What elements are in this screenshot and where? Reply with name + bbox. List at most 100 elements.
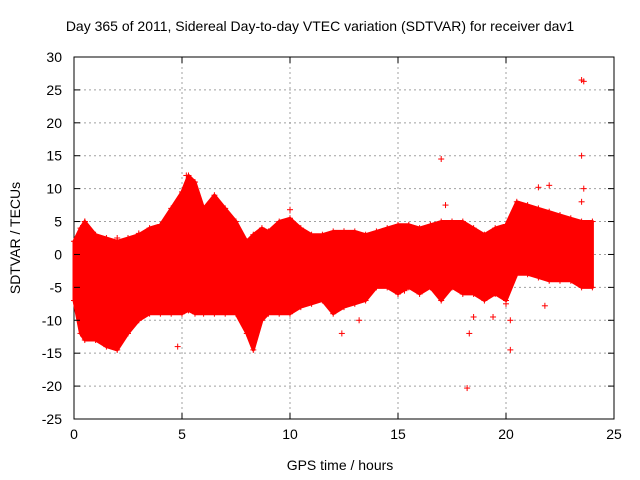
outlier-point — [507, 346, 514, 353]
data-point — [191, 310, 198, 317]
data-point — [276, 218, 283, 225]
data-point — [513, 271, 520, 278]
y-tick-label: -25 — [42, 411, 62, 427]
data-point — [578, 284, 585, 291]
x-axis-label: GPS time / hours — [287, 457, 394, 473]
data-point — [567, 215, 574, 222]
data-point — [125, 235, 131, 241]
data-point — [589, 218, 596, 225]
outlier-point — [541, 302, 548, 309]
data-point — [135, 317, 142, 324]
tick-marks — [73, 56, 615, 420]
outlier-point — [580, 78, 587, 85]
outlier-point — [287, 206, 293, 213]
data-point — [146, 225, 153, 232]
data-point — [81, 337, 88, 344]
data-point — [351, 228, 358, 235]
data-point — [427, 284, 434, 291]
data-point — [395, 290, 401, 297]
y-tick-label: 5 — [54, 214, 62, 230]
outlier-point — [466, 330, 473, 337]
data-point — [416, 225, 423, 232]
data-point — [546, 277, 553, 284]
data-point — [362, 231, 369, 238]
y-axis-label: SDTVAR / TECUs — [7, 182, 23, 294]
data-point — [535, 274, 542, 281]
outlier-point — [464, 385, 471, 392]
data-point — [438, 297, 445, 304]
data-point — [470, 225, 477, 232]
y-tick-label: 10 — [46, 181, 62, 197]
outlier-point — [135, 230, 142, 237]
data-point — [146, 310, 153, 317]
data-point — [341, 304, 347, 311]
data-point — [319, 231, 326, 238]
y-tick-label: -10 — [42, 312, 62, 328]
data-point — [449, 218, 455, 225]
data-point — [578, 218, 585, 225]
outlier-point — [114, 235, 121, 241]
data-point — [265, 310, 272, 317]
x-tick-label: 0 — [70, 426, 78, 442]
data-point — [287, 215, 293, 222]
outlier-point — [470, 313, 477, 320]
data-point — [200, 205, 207, 212]
data-point — [492, 225, 499, 232]
data-point — [546, 208, 553, 215]
outlier-point — [578, 152, 585, 159]
data-point — [71, 238, 77, 245]
data-point — [416, 290, 423, 297]
data-point — [405, 284, 412, 291]
data-point — [276, 310, 283, 317]
data-point — [427, 221, 434, 228]
y-tick-label: 15 — [46, 148, 62, 164]
x-tick-label: 20 — [498, 426, 514, 442]
tick-labels: 0 5 10 15 20 25 -25 -20 -15 -10 -5 0 5 10 15 20 25 30 — [42, 49, 622, 442]
data-point — [103, 235, 110, 241]
y-tick-label: 25 — [46, 82, 62, 98]
data-point — [459, 218, 466, 225]
outlier-point — [338, 330, 345, 337]
outlier-point — [507, 317, 514, 324]
data-point — [222, 310, 229, 317]
data-point — [557, 211, 563, 218]
data-point — [481, 231, 488, 238]
x-tick-label: 10 — [282, 426, 298, 442]
data-point — [492, 290, 499, 297]
data-point — [535, 205, 542, 212]
outlier-point — [578, 198, 585, 205]
data-point — [470, 290, 477, 297]
data-point — [503, 221, 509, 228]
data-point — [233, 310, 239, 317]
data-layer — [71, 77, 596, 392]
outlier-point — [179, 307, 185, 314]
y-tick-label: 30 — [46, 49, 62, 65]
data-point — [287, 310, 293, 317]
data-point — [459, 290, 466, 297]
data-point — [395, 221, 401, 228]
chart-title: Day 365 of 2011, Sidereal Day-to-day VTE… — [65, 18, 575, 34]
outlier-point — [401, 287, 408, 294]
data-point — [513, 198, 520, 205]
data-point — [297, 225, 304, 232]
data-point — [481, 297, 488, 304]
outlier-point — [183, 172, 190, 179]
x-tick-label: 5 — [178, 426, 186, 442]
y-tick-label: -15 — [42, 345, 62, 361]
data-point — [297, 304, 304, 311]
outlier-point — [546, 182, 553, 189]
data-point — [351, 300, 358, 307]
data-point — [211, 310, 218, 317]
data-point — [265, 228, 272, 235]
outlier-point — [81, 218, 88, 225]
data-point — [250, 231, 257, 238]
data-point — [308, 300, 315, 307]
data-point — [308, 231, 315, 238]
data-point — [362, 297, 369, 304]
data-point — [384, 225, 391, 232]
data-point — [200, 310, 207, 317]
data-point — [77, 330, 84, 337]
data-point — [557, 277, 563, 284]
data-point — [71, 297, 77, 304]
outlier-point — [174, 343, 181, 350]
